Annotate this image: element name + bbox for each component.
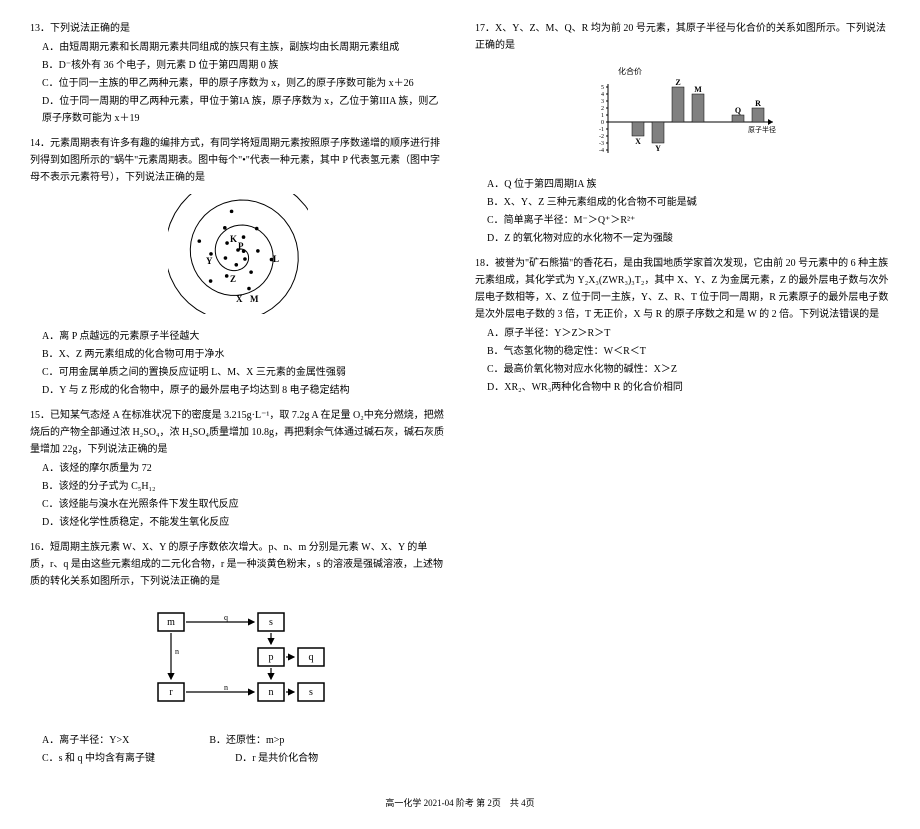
q13-opt-a: A．由短周期元素和长周期元素共同组成的族只有主族，副族均由长周期元素组成 (42, 39, 445, 56)
q16-opt-d: D．r 是共价化合物 (235, 750, 318, 767)
q13-opt-c: C．位于同一主族的甲乙两种元素，甲的原子序数为 x，则乙的原子序数可能为 x＋2… (42, 75, 445, 92)
svg-text:R: R (755, 99, 761, 108)
q17-opt-b: B．X、Y、Z 三种元素组成的化合物不可能是碱 (487, 194, 890, 211)
q15-opt-b: B．该烃的分子式为 C₅H₁₂ (42, 478, 445, 495)
q18-opt-b: B．气态氢化物的稳定性：W＜R＜T (487, 343, 890, 360)
page-container: 13．下列说法正确的是 A．由短周期元素和长周期元素共同组成的族只有主族，副族均… (30, 20, 890, 776)
svg-text:4: 4 (601, 92, 604, 98)
svg-text:-3: -3 (599, 141, 604, 147)
svg-text:Y: Y (206, 256, 213, 266)
svg-text:M: M (250, 294, 259, 304)
q14-title: 14．元素周期表有许多有趣的编排方式，有同学将短周期元素按照原子序数递增的顺序进… (30, 135, 445, 186)
q14: 14．元素周期表有许多有趣的编排方式，有同学将短周期元素按照原子序数递增的顺序进… (30, 135, 445, 399)
svg-text:M: M (694, 85, 702, 94)
q17-figure: -4-3-2-1012345 X Y Z M Q R 化合价原子半径 (475, 62, 890, 168)
spiral-diagram: PK Y Z L XM (168, 194, 308, 314)
svg-text:r: r (169, 687, 173, 698)
q14-opt-d: D．Y 与 Z 形成的化合物中，原子的最外层电子均达到 8 电子稳定结构 (42, 382, 445, 399)
q14-opt-c: C．可用金属单质之间的置换反应证明 L、M、X 三元素的金属性强弱 (42, 364, 445, 381)
q14-figure: PK Y Z L XM (30, 194, 445, 320)
q15-options: A．该烃的摩尔质量为 72 B．该烃的分子式为 C₅H₁₂ C．该烃能与溴水在光… (30, 460, 445, 531)
svg-text:n: n (268, 687, 273, 698)
q15-title: 15．已知某气态烃 A 在标准状况下的密度是 3.215g·L⁻¹，取 7.2g… (30, 407, 445, 458)
q16: 16．短周期主族元素 W、X、Y 的原子序数依次增大。p、n、m 分别是元素 W… (30, 539, 445, 768)
q14-opt-b: B．X、Z 两元素组成的化合物可用于净水 (42, 346, 445, 363)
svg-text:Z: Z (675, 78, 680, 87)
bar-chart: -4-3-2-1012345 X Y Z M Q R 化合价原子半径 (583, 62, 783, 162)
svg-text:q: q (224, 613, 228, 622)
svg-text:K: K (230, 234, 237, 244)
svg-text:0: 0 (601, 120, 604, 126)
svg-text:原子半径: 原子半径 (748, 125, 776, 134)
svg-text:L: L (273, 254, 279, 264)
q16-opt-c: C．s 和 q 中均含有离子键 (42, 750, 155, 767)
q15-opt-c: C．该烃能与溴水在光照条件下发生取代反应 (42, 496, 445, 513)
q14-options: A．离 P 点越远的元素原子半径越大 B．X、Z 两元素组成的化合物可用于净水 … (30, 328, 445, 399)
svg-text:化合价: 化合价 (618, 66, 642, 76)
svg-text:1: 1 (601, 113, 604, 119)
q13-opt-d: D．位于同一周期的甲乙两种元素，甲位于第IA 族，原子序数为 x，乙位于第III… (42, 93, 445, 127)
q17-opt-c: C．简单离子半径：M⁻＞Q⁺＞R²⁺ (487, 212, 890, 229)
q13-title: 13．下列说法正确的是 (30, 20, 445, 37)
q15-opt-a: A．该烃的摩尔质量为 72 (42, 460, 445, 477)
q18-options: A．原子半径：Y＞Z＞R＞T B．气态氢化物的稳定性：W＜R＜T C．最高价氧化… (475, 325, 890, 396)
svg-text:X: X (635, 137, 641, 146)
q17-options: A．Q 位于第四周期IA 族 B．X、Y、Z 三种元素组成的化合物不可能是碱 C… (475, 176, 890, 247)
page-footer: 高一化学 2021-04 阶考 第 2页 共 4页 (30, 796, 890, 809)
svg-text:p: p (268, 652, 273, 663)
svg-text:3: 3 (601, 99, 604, 105)
q16-opt-b: B．还原性：m>p (209, 732, 284, 749)
q18: 18．被誉为"矿石熊猫"的香花石，是由我国地质学家首次发现，它由前 20 号元素… (475, 255, 890, 396)
flow-diagram: m s p q r n s q n n (138, 598, 338, 718)
q13-opt-b: B．D⁻核外有 36 个电子，则元素 D 位于第四周期 0 族 (42, 57, 445, 74)
q16-options-row1: A．离子半径：Y>X B．还原性：m>p (30, 732, 445, 750)
q13: 13．下列说法正确的是 A．由短周期元素和长周期元素共同组成的族只有主族，副族均… (30, 20, 445, 127)
q17-title: 17．X、Y、Z、M、Q、R 均为前 20 号元素，其原子半径与化合价的关系如图… (475, 20, 890, 54)
svg-text:-1: -1 (599, 127, 604, 133)
q15-opt-d: D．该烃化学性质稳定，不能发生氧化反应 (42, 514, 445, 531)
q18-opt-d: D．XR₂、WR₃两种化合物中 R 的化合价相同 (487, 379, 890, 396)
q18-opt-c: C．最高价氧化物对应水化物的碱性：X＞Z (487, 361, 890, 378)
q17: 17．X、Y、Z、M、Q、R 均为前 20 号元素，其原子半径与化合价的关系如图… (475, 20, 890, 247)
svg-text:Y: Y (655, 144, 661, 153)
q16-title: 16．短周期主族元素 W、X、Y 的原子序数依次增大。p、n、m 分别是元素 W… (30, 539, 445, 590)
svg-text:s: s (309, 687, 313, 698)
svg-text:-2: -2 (599, 134, 604, 140)
q17-opt-d: D．Z 的氧化物对应的水化物不一定为强酸 (487, 230, 890, 247)
svg-text:Q: Q (734, 106, 740, 115)
svg-text:m: m (167, 617, 175, 628)
svg-text:P: P (238, 241, 244, 251)
q18-opt-a: A．原子半径：Y＞Z＞R＞T (487, 325, 890, 342)
left-column: 13．下列说法正确的是 A．由短周期元素和长周期元素共同组成的族只有主族，副族均… (30, 20, 445, 776)
q15: 15．已知某气态烃 A 在标准状况下的密度是 3.215g·L⁻¹，取 7.2g… (30, 407, 445, 531)
right-column: 17．X、Y、Z、M、Q、R 均为前 20 号元素，其原子半径与化合价的关系如图… (475, 20, 890, 776)
svg-text:-4: -4 (599, 148, 604, 154)
svg-text:2: 2 (601, 106, 604, 112)
q16-opt-a: A．离子半径：Y>X (42, 732, 129, 749)
svg-text:n: n (175, 647, 179, 656)
svg-text:5: 5 (601, 85, 604, 91)
svg-text:n: n (224, 683, 228, 692)
q17-opt-a: A．Q 位于第四周期IA 族 (487, 176, 890, 193)
svg-text:X: X (236, 294, 243, 304)
svg-text:Z: Z (230, 274, 236, 284)
q14-opt-a: A．离 P 点越远的元素原子半径越大 (42, 328, 445, 345)
q13-options: A．由短周期元素和长周期元素共同组成的族只有主族，副族均由长周期元素组成 B．D… (30, 39, 445, 127)
svg-text:s: s (269, 617, 273, 628)
svg-text:q: q (308, 652, 313, 663)
q16-figure: m s p q r n s q n n (30, 598, 445, 724)
q18-title: 18．被誉为"矿石熊猫"的香花石，是由我国地质学家首次发现，它由前 20 号元素… (475, 255, 890, 323)
q16-options-row2: C．s 和 q 中均含有离子键 D．r 是共价化合物 (30, 750, 445, 768)
